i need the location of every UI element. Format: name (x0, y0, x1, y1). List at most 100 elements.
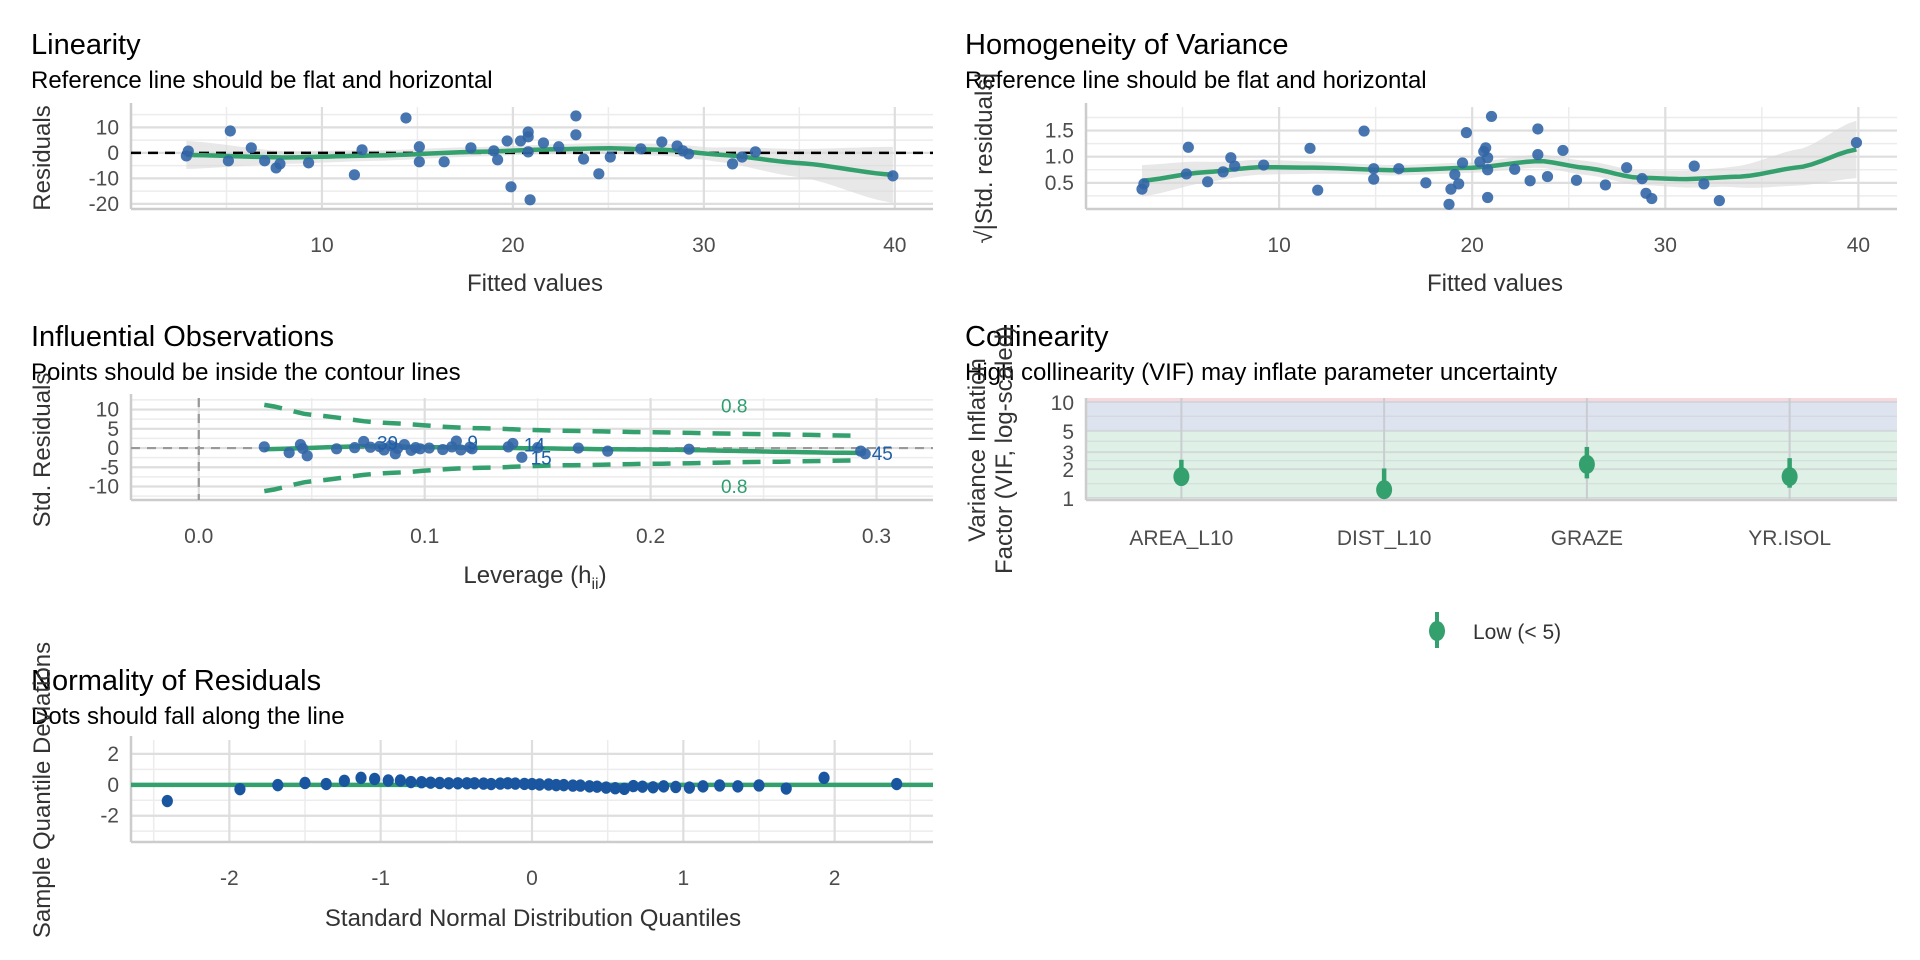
normality-data-point (647, 781, 659, 794)
homogeneity-x-tick-label: 30 (1654, 234, 1677, 257)
linearity-data-point (182, 145, 194, 157)
linearity-panel: 10 20 30 40 10 0-10 -20 Linearity Reference li… (29, 29, 933, 297)
linearity-subtitle: Reference line should be flat and horizo… (31, 67, 493, 94)
linearity-data-point (656, 136, 668, 148)
linearity-data-point (887, 170, 899, 182)
collinearity-y-tick-label: 3 (1062, 442, 1074, 465)
homogeneity-data-point (1636, 173, 1648, 185)
homogeneity-data-point (1646, 192, 1658, 205)
normality-y-tick-label: 2 (107, 743, 119, 766)
linearity-x-tick-label: 30 (692, 234, 715, 257)
influential-y-tick-label: -5 (100, 456, 119, 479)
influential-data-point (466, 443, 478, 455)
linearity-data-point (259, 155, 271, 167)
linearity-y-tick-label: -10 (89, 167, 119, 190)
linearity-y-tick-label: 10 (96, 116, 119, 139)
normality-data-point (670, 780, 682, 794)
influential-data-point (602, 445, 614, 457)
linearity-data-point (604, 151, 616, 163)
linearity-data-point (522, 146, 534, 158)
homogeneity-data-point (1621, 162, 1633, 174)
homogeneity-subtitle: Reference line should be flat and horizo… (965, 67, 1427, 94)
normality-data-point (609, 782, 621, 795)
normality-x-tick-label: 2 (829, 867, 841, 890)
homogeneity-xlabel: Fitted values (1427, 270, 1563, 297)
normality-data-point (891, 777, 903, 791)
homogeneity-data-point (1485, 110, 1498, 123)
normality-data-point (627, 779, 639, 793)
linearity-plot-area: 10 20 30 40 10 0-10 -20 (89, 103, 933, 257)
linearity-data-point (400, 112, 412, 124)
influential-ylabel: Std. Residuals (29, 373, 56, 528)
homogeneity-data-point (1180, 168, 1193, 180)
normality-data-point (732, 780, 744, 793)
collinearity-y-tick-label: 5 (1062, 421, 1074, 444)
linearity-data-point (736, 151, 748, 163)
linearity-data-point (553, 141, 565, 153)
legend-label-low: Low (< 5) (1473, 621, 1561, 644)
normality-data-point (355, 771, 367, 785)
influential-data-point (423, 442, 435, 454)
normality-data-point (485, 777, 497, 791)
normality-data-point (299, 776, 311, 790)
linearity-data-point (635, 143, 647, 155)
influential-data-point (301, 450, 313, 462)
homogeneity-data-point (1217, 166, 1229, 178)
normality-data-point (618, 782, 630, 796)
normality-data-point (533, 778, 546, 791)
influential-data-point (532, 442, 544, 454)
vif-point (1173, 467, 1190, 487)
cooks-contour-upper (263, 402, 861, 438)
homogeneity-ylabel: √|Std. residuals| (971, 72, 998, 243)
influential-data-point (330, 443, 343, 455)
linearity-data-point (505, 181, 517, 193)
influential-data-point (507, 437, 519, 450)
linearity-data-point (465, 142, 477, 154)
influential-x-tick-label: 0.2 (636, 525, 665, 548)
normality-data-point (161, 794, 173, 808)
linearity-data-point (245, 142, 257, 154)
influential-data-point (258, 441, 270, 453)
normality-data-point (509, 777, 521, 790)
homogeneity-data-point (1312, 184, 1324, 196)
linearity-ylabel: Residuals (29, 105, 56, 210)
homogeneity-data-point (1449, 168, 1461, 181)
linearity-data-point (501, 135, 513, 147)
influential-data-point (572, 442, 584, 454)
contour-label-lower: 0.8 (721, 477, 747, 498)
linearity-data-point (302, 157, 315, 169)
normality-data-point (443, 777, 455, 790)
homogeneity-data-point (1304, 142, 1316, 154)
homogeneity-data-point (1599, 179, 1612, 191)
normality-data-point (818, 771, 830, 785)
collinearity-ylabel-line1: Variance Inflation (964, 358, 991, 542)
influential-y-tick-label: -10 (89, 476, 119, 499)
influential-x-tick-label: 0.3 (862, 525, 891, 548)
vif-band-low (1086, 430, 1897, 498)
linearity-data-point (438, 156, 450, 168)
normality-data-point (452, 777, 464, 790)
linearity-x-tick-label: 40 (883, 234, 906, 257)
homogeneity-data-point (1850, 136, 1863, 149)
homogeneity-y-tick-label: 0.5 (1045, 172, 1074, 195)
linearity-data-point (488, 145, 500, 157)
homogeneity-x-tick-label: 20 (1461, 234, 1484, 257)
normality-data-point (234, 782, 246, 796)
homogeneity-data-point (1482, 152, 1494, 164)
collinearity-ylabel-line2: Factor (VIF, log-scaled) (991, 326, 1018, 574)
linearity-data-point (726, 158, 739, 170)
influential-data-point (349, 442, 361, 454)
linearity-data-point (749, 146, 762, 158)
influential-data-point (516, 451, 528, 463)
collinearity-y-tick-label: 1 (1062, 488, 1074, 511)
vif-band-high (1086, 398, 1897, 402)
linearity-x-tick-label: 10 (310, 234, 333, 257)
homogeneity-data-point (1182, 141, 1194, 153)
homogeneity-panel: 10 20 30 40 1.5 1.0 0.5 Homogeneity of Varianc… (965, 29, 1897, 297)
normality-data-point (468, 777, 481, 790)
homogeneity-data-point (1688, 160, 1700, 172)
homogeneity-data-point (1229, 160, 1241, 172)
influential-data-point (437, 443, 449, 456)
linearity-y-tick-label: -20 (89, 193, 119, 216)
